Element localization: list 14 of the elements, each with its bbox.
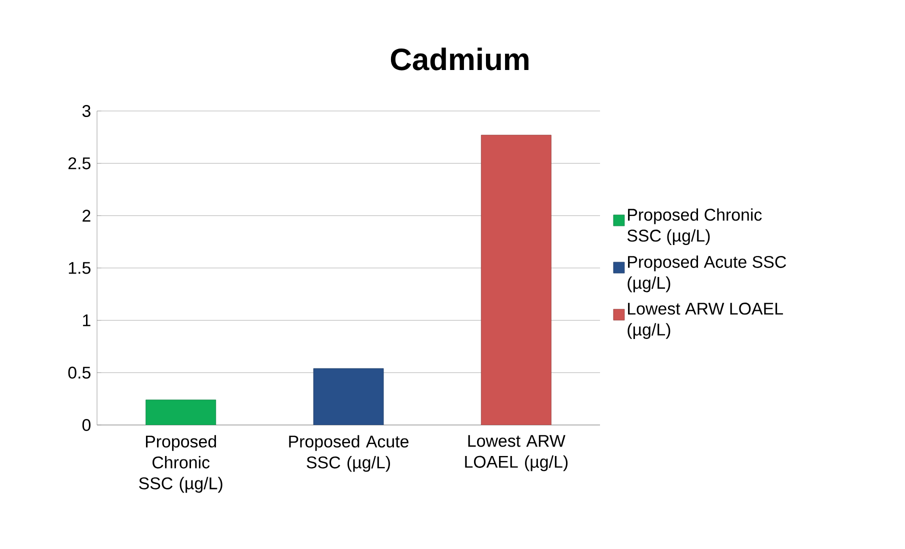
x-tick-label: Proposed Acute SSC (µg/L) xyxy=(289,435,408,472)
y-tick-label: 3 xyxy=(82,104,90,117)
y-tick-label: 0.5 xyxy=(68,366,90,379)
y-tick-label: 1 xyxy=(83,314,90,326)
y-tick-label: 0 xyxy=(82,418,91,431)
chart-title: Cadmium xyxy=(390,48,528,70)
legend-label: Lowest ARW LOAEL (µg/L) xyxy=(628,302,783,339)
legend-label: Proposed Acute SSC (µg/L) xyxy=(628,256,786,292)
x-tick-label: Proposed Chronic SSC (µg/L) xyxy=(139,435,222,493)
y-tick-label: 2.5 xyxy=(68,157,90,170)
y-tick-label: 2 xyxy=(82,210,90,222)
x-tick-label: Lowest ARW LOAEL (µg/L) xyxy=(465,435,568,472)
y-tick-label: 1.5 xyxy=(68,262,90,274)
legend-label: Proposed Chronic SSC (µg/L) xyxy=(627,208,762,246)
